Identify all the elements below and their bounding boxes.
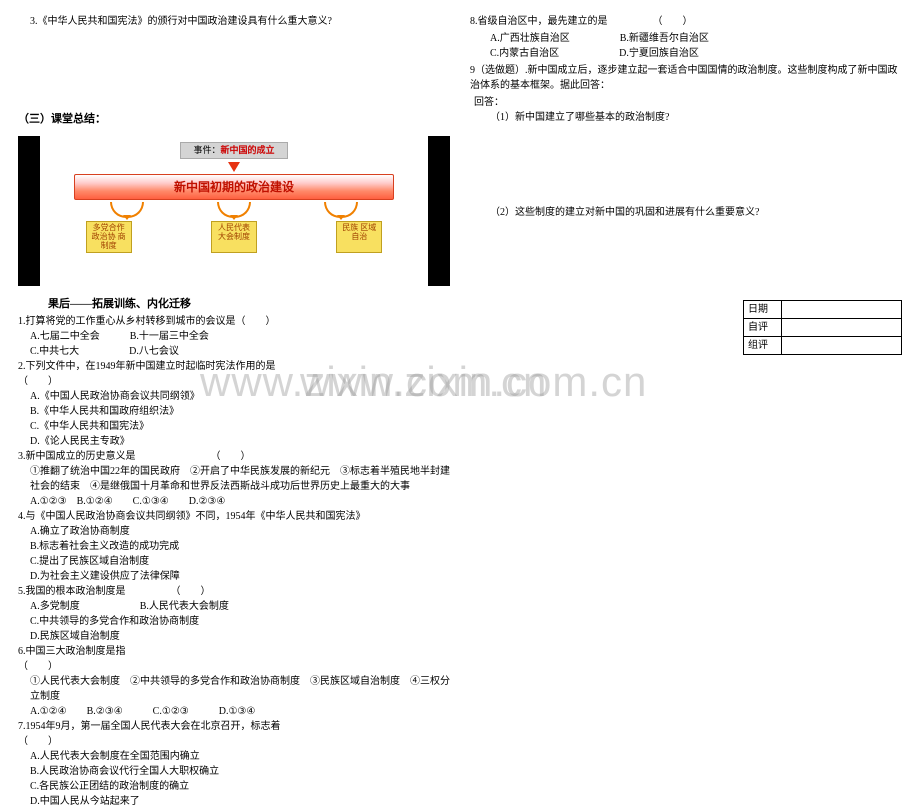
question-option: C.《中华人民共和国宪法》 — [30, 419, 450, 434]
question-3: 3.《中华人民共和国宪法》的颁行对中国政治建设具有什么重大意义? — [30, 14, 450, 29]
arc-arrow-icon — [110, 202, 144, 218]
question-stem: 5.我国的根本政治制度是 （ ） — [18, 584, 450, 599]
question-option: B.《中华人民共和国政府组织法》 — [30, 404, 450, 419]
question-stem: 3.新中国成立的历史意义是 （ ） — [18, 449, 450, 464]
eval-label: 组评 — [744, 337, 782, 355]
question-option: C.中共七大 D.八七会议 — [30, 344, 450, 359]
yellow-row: 多党合作 政治协 商制度 人民代表 大会制度 民族 区域 自治 — [46, 221, 422, 253]
evaluation-table: 日期 自评 组评 — [743, 300, 902, 355]
yellow-box: 民族 区域 自治 — [336, 221, 382, 253]
question-option: C.中共领导的多党合作和政治协商制度 — [30, 614, 450, 629]
question-stem: 4.与《中国人民政治协商会议共同纲领》不同，1954年《中华人民共和国宪法》 — [18, 509, 450, 524]
question-option: D.《论人民民主专政》 — [30, 434, 450, 449]
diagram-top-badge: 事件：新中国的成立 — [180, 142, 287, 160]
diagram-left-bar — [18, 136, 40, 286]
question-9: 9（选做题）.新中国成立后，逐步建立起一套适合中国国情的政治制度。这些制度构成了… — [470, 63, 902, 93]
q8-opt-b: C.内蒙古自治区 D.宁夏回族自治区 — [490, 46, 902, 61]
question-option: C.提出了民族区域自治制度 — [30, 554, 450, 569]
q9-sub2: （2）这些制度的建立对新中国的巩固和进展有什么重要意义? — [490, 205, 902, 220]
badge-prefix: 事件： — [193, 145, 220, 155]
summary-diagram: 事件：新中国的成立 新中国初期的政治建设 多党合作 政治协 商制度 人民代表 大… — [18, 136, 450, 286]
question-stem: 6.中国三大政治制度是指 （ ） — [18, 644, 450, 674]
question-option: ①人民代表大会制度 ②中共领导的多党合作和政治协商制度 ③民族区域自治制度 ④三… — [30, 674, 450, 704]
question-option: A.多党制度 B.人民代表大会制度 — [30, 599, 450, 614]
question-option: D.民族区域自治制度 — [30, 629, 450, 644]
question-option: A.七届二中全会 B.十一届三中全会 — [30, 329, 450, 344]
question-9-note: 回答： — [474, 95, 902, 110]
question-8: 8.省级自治区中，最先建立的是 （ ） A.广西壮族自治区 B.新疆维吾尔自治区… — [470, 14, 902, 61]
diagram-body: 事件：新中国的成立 新中国初期的政治建设 多党合作 政治协 商制度 人民代表 大… — [40, 136, 428, 286]
badge-red: 新中国的成立 — [221, 145, 275, 155]
question-option: B.标志着社会主义改造的成功完成 — [30, 539, 450, 554]
table-row: 组评 — [744, 337, 902, 355]
eval-label: 日期 — [744, 301, 782, 319]
question-option: A.①②④ B.②③④ C.①②③ D.①③④ — [30, 704, 450, 719]
summary-heading: （三）课堂总结： — [18, 111, 450, 128]
table-row: 自评 — [744, 319, 902, 337]
question-option: B.人民政治协商会议代行全国人大职权确立 — [30, 764, 450, 779]
question-stem: 1.打算将党的工作重心从乡村转移到城市的会议是（ ） — [18, 314, 450, 329]
arc-row — [74, 202, 394, 218]
question-option: D.为社会主义建设供应了法律保障 — [30, 569, 450, 584]
arc-arrow-icon — [217, 202, 251, 218]
question-stem: 2.下列文件中，在1949年新中国建立时起临时宪法作用的是 （ ） — [18, 359, 450, 389]
diagram-right-bar — [428, 136, 450, 286]
arc-arrow-icon — [324, 202, 358, 218]
eval-cell — [782, 319, 902, 337]
q8-stem: 8.省级自治区中，最先建立的是 （ ） — [470, 14, 902, 29]
eval-cell — [782, 337, 902, 355]
eval-cell — [782, 301, 902, 319]
question-option: A.人民代表大会制度在全国范围内确立 — [30, 749, 450, 764]
eval-label: 自评 — [744, 319, 782, 337]
question-stem: 7.1954年9月，第一届全国人民代表大会在北京召开，标志着 （ ） — [18, 719, 450, 749]
diagram-red-band: 新中国初期的政治建设 — [74, 174, 394, 200]
question-option: A.①②③ B.①②④ C.①③④ D.②③④ — [30, 494, 450, 509]
question-option: ①推翻了统治中国22年的国民政府 ②开启了中华民族发展的新纪元 ③标志着半殖民地… — [30, 464, 450, 494]
exercise-list: 1.打算将党的工作重心从乡村转移到城市的会议是（ ）A.七届二中全会 B.十一届… — [18, 314, 450, 809]
question-option: A.确立了政治协商制度 — [30, 524, 450, 539]
question-option: A.《中国人民政治协商会议共同纲领》 — [30, 389, 450, 404]
q8-opt-a: A.广西壮族自治区 B.新疆维吾尔自治区 — [490, 31, 902, 46]
q9-sub1: （1）新中国建立了哪些基本的政治制度? — [490, 110, 902, 125]
yellow-box: 多党合作 政治协 商制度 — [86, 221, 132, 253]
yellow-box: 人民代表 大会制度 — [211, 221, 257, 253]
arrow-down-icon — [228, 162, 240, 172]
question-option: C.各民族公正团结的政治制度的确立 — [30, 779, 450, 794]
table-row: 日期 — [744, 301, 902, 319]
question-option: D.中国人民从今站起来了 — [30, 794, 450, 809]
after-class-heading: 果后——拓展训练、内化迁移 — [48, 296, 450, 313]
